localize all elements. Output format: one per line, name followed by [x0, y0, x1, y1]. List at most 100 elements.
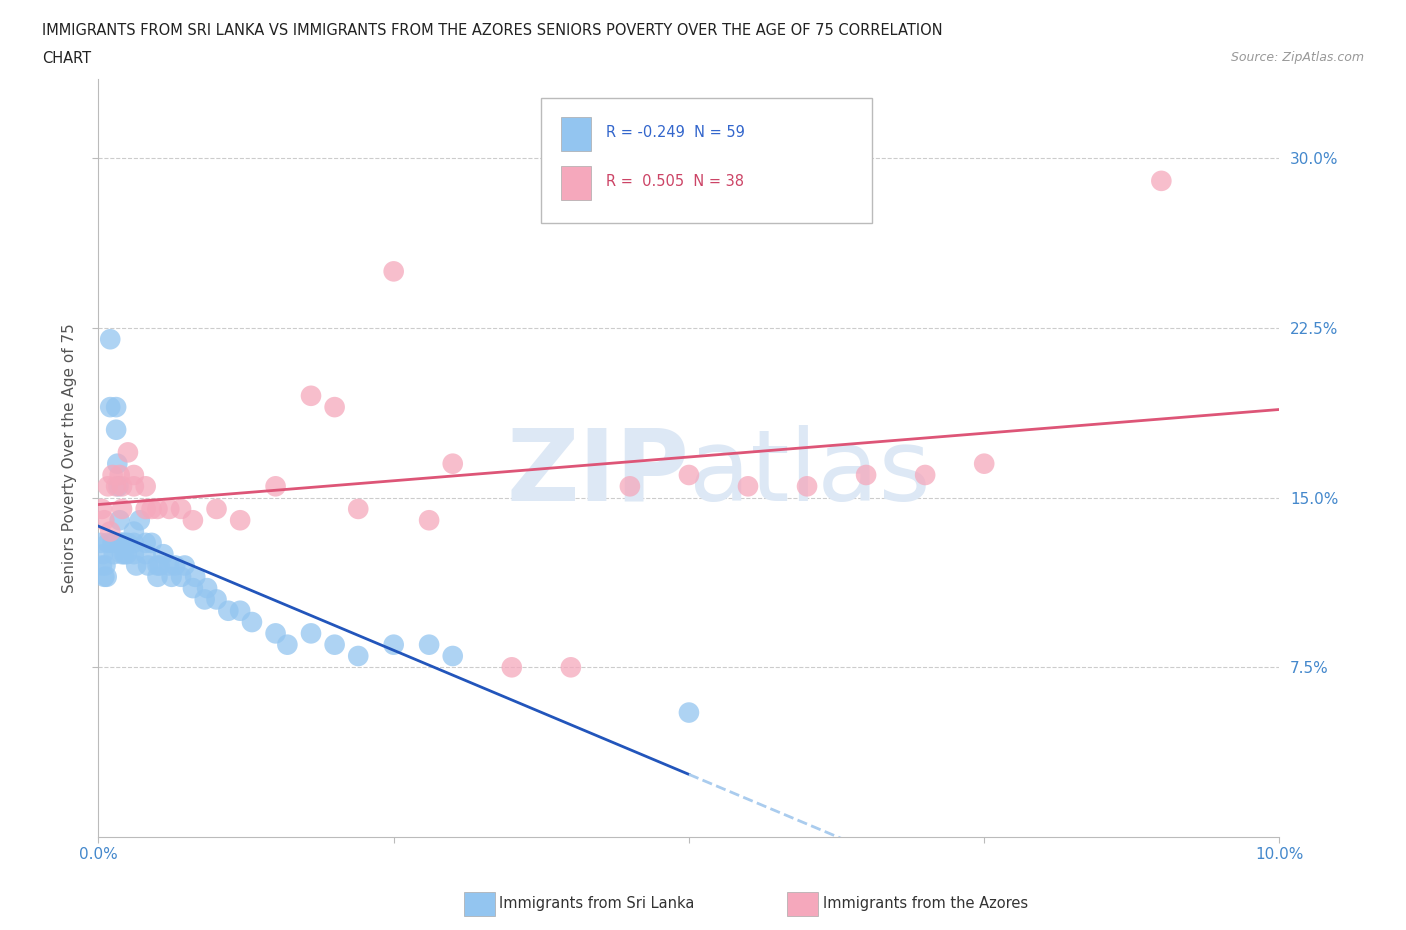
Point — [98, 332, 121, 347]
Point — [108, 512, 131, 527]
Point — [264, 626, 287, 641]
Point — [135, 547, 157, 562]
Point — [678, 705, 700, 720]
Point — [122, 536, 145, 551]
Text: Source: ZipAtlas.com: Source: ZipAtlas.com — [1230, 51, 1364, 64]
Point — [112, 536, 135, 551]
Point — [418, 512, 440, 527]
Point — [229, 512, 252, 527]
Point — [347, 501, 370, 516]
Point — [181, 512, 204, 527]
Point — [135, 536, 157, 551]
Point — [117, 536, 139, 551]
Point — [115, 547, 138, 562]
Point — [796, 479, 818, 494]
Point — [111, 479, 134, 494]
Point — [157, 501, 180, 516]
Point — [101, 536, 124, 551]
Point — [111, 547, 134, 562]
Point — [93, 512, 115, 527]
Point — [973, 457, 995, 472]
Point — [264, 479, 287, 494]
Point — [195, 580, 218, 595]
Point — [157, 558, 180, 573]
Point — [240, 615, 263, 630]
Point — [170, 501, 193, 516]
Point — [111, 501, 134, 516]
Point — [105, 400, 128, 415]
Point — [101, 468, 124, 483]
Point — [347, 648, 370, 663]
Point — [128, 512, 150, 527]
Text: IMMIGRANTS FROM SRI LANKA VS IMMIGRANTS FROM THE AZORES SENIORS POVERTY OVER THE: IMMIGRANTS FROM SRI LANKA VS IMMIGRANTS … — [42, 23, 943, 38]
Point — [105, 479, 128, 494]
Point — [122, 468, 145, 483]
Point — [855, 468, 877, 483]
Point — [103, 547, 125, 562]
Point — [205, 501, 228, 516]
Point — [112, 547, 135, 562]
Point — [418, 637, 440, 652]
Point — [97, 536, 120, 551]
Point — [441, 457, 464, 472]
Text: Immigrants from the Azores: Immigrants from the Azores — [823, 897, 1028, 911]
Point — [181, 580, 204, 595]
Point — [107, 479, 129, 494]
FancyBboxPatch shape — [541, 98, 872, 223]
Point — [125, 558, 148, 573]
Point — [146, 569, 169, 584]
Point — [98, 525, 121, 539]
Point — [122, 479, 145, 494]
Point — [146, 558, 169, 573]
Point — [619, 479, 641, 494]
Point — [323, 400, 346, 415]
Point — [501, 660, 523, 675]
Point — [90, 536, 112, 551]
Point — [141, 501, 163, 516]
Point — [105, 457, 128, 472]
Point — [117, 445, 139, 459]
Point — [170, 569, 193, 584]
Point — [135, 501, 157, 516]
Point — [382, 264, 405, 279]
Text: atlas: atlas — [689, 425, 931, 522]
Point — [122, 525, 145, 539]
Point — [91, 558, 114, 573]
Point — [98, 400, 121, 415]
Point — [184, 569, 207, 584]
Point — [149, 558, 172, 573]
Point — [323, 637, 346, 652]
Point — [914, 468, 936, 483]
Point — [97, 479, 120, 494]
Point — [152, 547, 174, 562]
Point — [91, 547, 114, 562]
Point — [146, 501, 169, 516]
Point — [114, 536, 136, 551]
Point — [1150, 173, 1173, 188]
Point — [110, 536, 132, 551]
Point — [122, 547, 145, 562]
Point — [217, 604, 239, 618]
Point — [135, 479, 157, 494]
Point — [165, 558, 187, 573]
Point — [382, 637, 405, 652]
Point — [194, 592, 217, 607]
Point — [299, 626, 322, 641]
Bar — [561, 166, 591, 200]
Point — [229, 604, 252, 618]
Point — [141, 536, 163, 551]
Point — [441, 648, 464, 663]
Point — [111, 536, 134, 551]
Text: R =  0.505  N = 38: R = 0.505 N = 38 — [606, 174, 744, 189]
Point — [737, 479, 759, 494]
Point — [96, 569, 118, 584]
Point — [205, 592, 228, 607]
Text: Immigrants from Sri Lanka: Immigrants from Sri Lanka — [499, 897, 695, 911]
Point — [160, 569, 183, 584]
Text: ZIP: ZIP — [506, 425, 689, 522]
Point — [91, 501, 114, 516]
Y-axis label: Seniors Poverty Over the Age of 75: Seniors Poverty Over the Age of 75 — [62, 323, 77, 593]
Point — [678, 468, 700, 483]
Text: R = -0.249  N = 59: R = -0.249 N = 59 — [606, 125, 745, 140]
Point — [94, 558, 117, 573]
